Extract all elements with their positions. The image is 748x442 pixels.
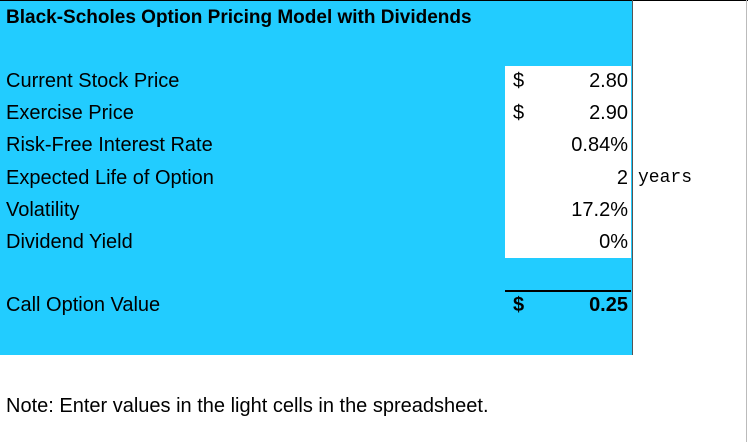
row-unit: years [638,167,693,188]
row-label: Expected Life of Option [6,166,214,189]
row-label: Current Stock Price [6,70,180,92]
right-edge [746,0,747,442]
row-value: 2.90 [589,102,628,125]
result-value: 0.25 [589,294,628,316]
row-value: 0% [599,231,628,253]
row-value: 2 [616,166,628,189]
result-label: Call Option Value [6,294,161,316]
input-cells [505,66,631,258]
title: Black-Scholes Option Pricing Model with … [6,7,472,28]
row-label: Risk-Free Interest Rate [6,134,213,157]
row-value: 0.84% [571,134,628,157]
row-label: Volatility [6,198,80,221]
currency-symbol: $ [513,102,525,125]
result-line [505,290,631,292]
result-currency: $ [513,294,525,316]
column-line [632,0,633,355]
top-border [0,0,748,1]
row-label: Exercise Price [6,102,134,125]
row-label: Dividend Yield [6,231,133,253]
row-value: 17.2% [571,198,628,221]
note: Note: Enter values in the light cells in… [6,395,489,417]
currency-symbol: $ [513,70,525,92]
row-value: 2.80 [589,70,628,92]
